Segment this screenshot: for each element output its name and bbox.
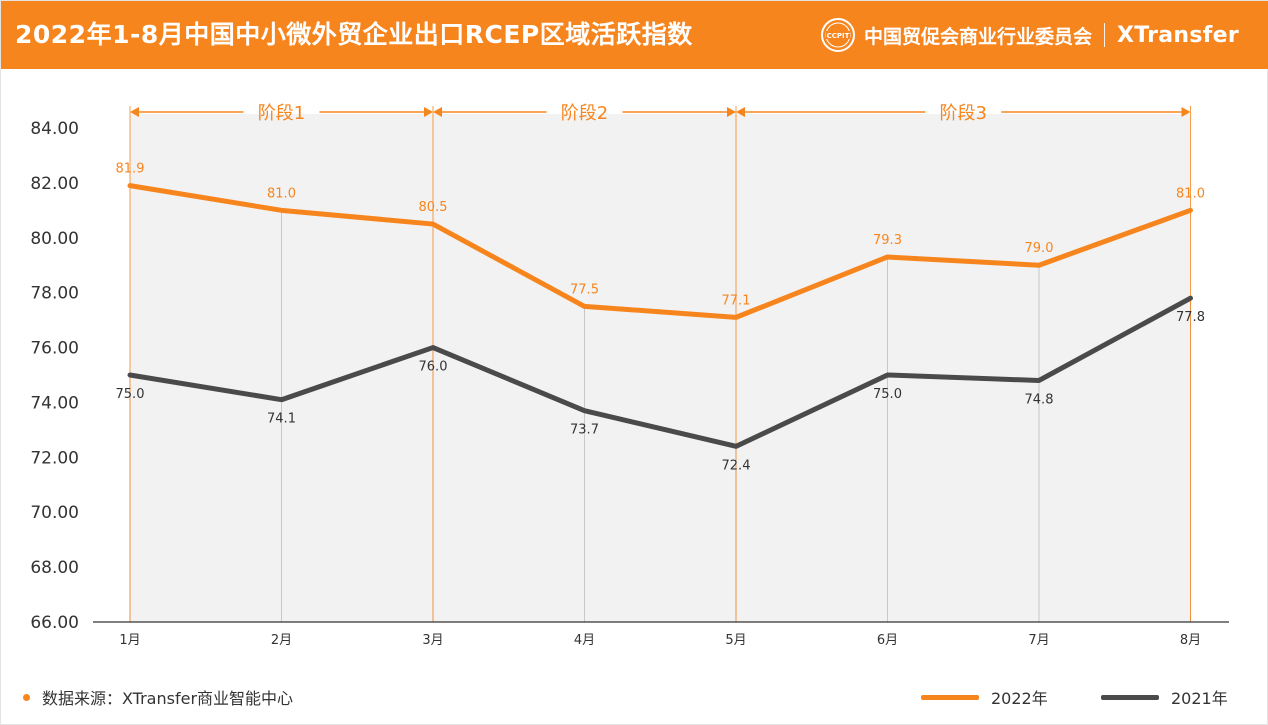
x-tick-label: 8月 xyxy=(1180,633,1201,648)
phase-arrowhead-right-3 xyxy=(1181,107,1191,117)
legend-swatch-2021 xyxy=(1101,694,1159,700)
legend-label-2022: 2022年 xyxy=(991,689,1048,708)
bullet-icon xyxy=(23,693,30,701)
data-label-2022: 77.5 xyxy=(570,282,599,297)
phase-arrowhead-left-3 xyxy=(736,107,745,117)
data-label-2021: 74.1 xyxy=(267,412,296,427)
y-tick-label: 70.00 xyxy=(30,503,79,523)
phase-label-1: 阶段1 xyxy=(258,103,305,124)
data-label-2021: 73.7 xyxy=(570,423,599,438)
org-name: 中国贸促会商业行业委员会 xyxy=(863,25,1092,48)
legend-2022: 2022年 xyxy=(921,685,1048,709)
legend-swatch-2022 xyxy=(921,694,979,700)
x-tick-label: 7月 xyxy=(1028,633,1049,648)
data-label-2021: 75.0 xyxy=(873,387,902,402)
y-tick-label: 72.00 xyxy=(30,448,79,468)
data-label-2022: 81.9 xyxy=(116,162,145,177)
header-bar: 2022年1-8月中国中小微外贸企业出口RCEP区域活跃指数 CCPIT 中国贸… xyxy=(1,1,1268,69)
x-tick-label: 4月 xyxy=(574,633,595,648)
brand-logo: XTransfer xyxy=(1116,22,1239,48)
phase-arrowhead-right-2 xyxy=(727,107,736,117)
data-label-2022: 77.1 xyxy=(722,293,751,308)
data-label-2022: 79.3 xyxy=(873,233,902,248)
y-tick-label: 74.00 xyxy=(30,393,79,413)
data-label-2022: 81.0 xyxy=(267,186,296,201)
x-tick-label: 5月 xyxy=(725,633,746,648)
y-tick-label: 66.00 xyxy=(30,613,79,633)
data-label-2021: 72.4 xyxy=(722,458,751,473)
phase-background xyxy=(130,114,1191,622)
logo-divider xyxy=(1103,23,1105,47)
x-tick-label: 1月 xyxy=(119,633,140,648)
y-tick-label: 82.00 xyxy=(30,174,79,194)
data-label-2021: 77.8 xyxy=(1176,310,1205,325)
y-tick-label: 78.00 xyxy=(30,284,79,304)
x-tick-label: 2月 xyxy=(271,633,292,648)
logo-area: CCPIT 中国贸促会商业行业委员会 XTransfer xyxy=(820,17,1239,53)
y-tick-label: 80.00 xyxy=(30,229,79,249)
ccpit-seal-icon: CCPIT xyxy=(820,18,855,52)
y-tick-label: 68.00 xyxy=(30,558,79,578)
x-tick-label: 3月 xyxy=(422,633,443,648)
phase-arrowhead-left-1 xyxy=(130,107,139,117)
y-tick-label: 76.00 xyxy=(30,339,79,359)
data-label-2021: 74.8 xyxy=(1025,392,1054,407)
line-chart: 阶段1 阶段2 阶段3 66.00 68.00 70.00 72.00 74.00 76.00 7… xyxy=(30,103,1229,648)
data-label-2022: 80.5 xyxy=(419,200,448,215)
legend-label-2021: 2021年 xyxy=(1171,689,1228,708)
svg-text:CCPIT: CCPIT xyxy=(827,32,850,40)
data-source-text: 数据来源：XTransfer商业智能中心 xyxy=(42,689,294,708)
page-title: 2022年1-8月中国中小微外贸企业出口RCEP区域活跃指数 xyxy=(15,20,693,49)
data-label-2022: 79.0 xyxy=(1025,241,1054,256)
data-label-2021: 75.0 xyxy=(116,387,145,402)
legend-2021: 2021年 xyxy=(1101,685,1228,709)
series-line-2022 xyxy=(127,183,1193,320)
data-label-2022: 81.0 xyxy=(1176,186,1205,201)
data-source: 数据来源：XTransfer商业智能中心 xyxy=(23,685,293,709)
phase-arrowhead-left-2 xyxy=(433,107,442,117)
phase-arrowhead-right-1 xyxy=(424,107,433,117)
y-tick-label: 84.00 xyxy=(30,119,79,139)
x-tick-label: 6月 xyxy=(877,633,898,648)
phase-label-2: 阶段2 xyxy=(561,103,608,124)
phase-label-3: 阶段3 xyxy=(940,103,987,124)
series-line-2021 xyxy=(127,295,1193,449)
data-label-2021: 76.0 xyxy=(419,360,448,375)
